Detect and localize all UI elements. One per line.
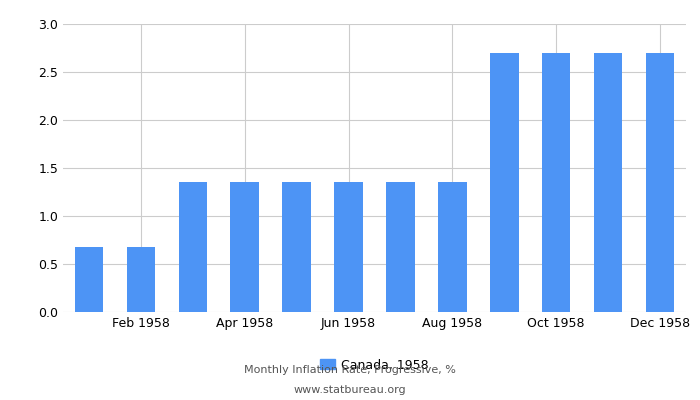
- Bar: [438, 182, 467, 312]
- Bar: [386, 182, 414, 312]
- Text: Monthly Inflation Rate, Progressive, %: Monthly Inflation Rate, Progressive, %: [244, 365, 456, 375]
- Bar: [127, 247, 155, 312]
- Bar: [594, 53, 622, 312]
- Bar: [542, 53, 570, 312]
- Legend: Canada, 1958: Canada, 1958: [320, 358, 429, 372]
- Bar: [335, 182, 363, 312]
- Bar: [282, 182, 311, 312]
- Bar: [490, 53, 519, 312]
- Bar: [178, 182, 207, 312]
- Bar: [75, 247, 103, 312]
- Text: www.statbureau.org: www.statbureau.org: [294, 385, 406, 395]
- Bar: [646, 53, 674, 312]
- Bar: [230, 182, 259, 312]
